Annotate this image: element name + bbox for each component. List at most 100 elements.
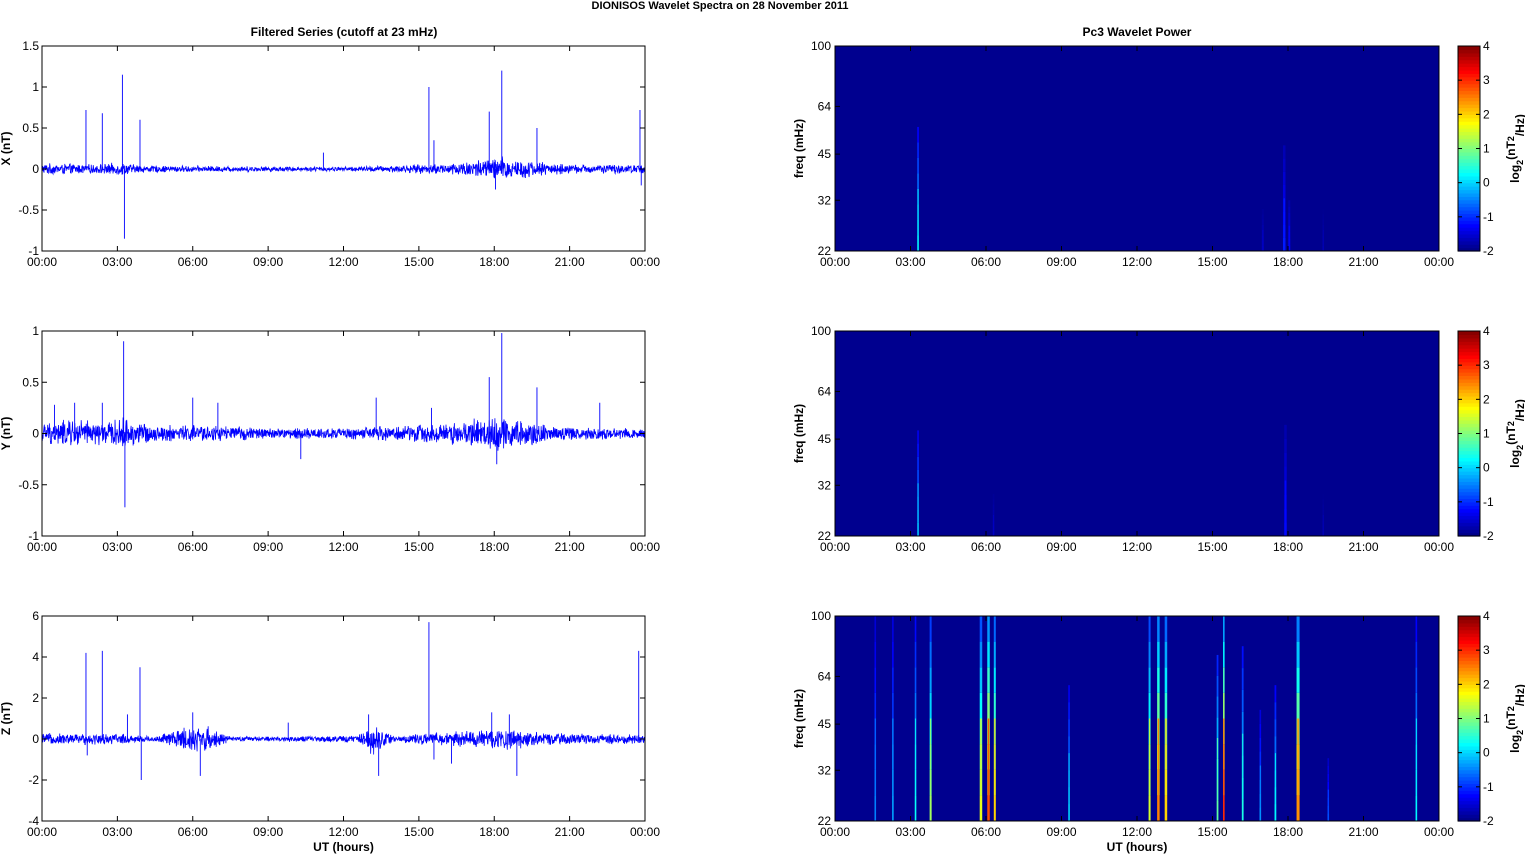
colorbar-segment (1458, 773, 1480, 778)
wavelet-burst-segment (1259, 751, 1262, 766)
wavelet-burst-segment (914, 641, 917, 668)
freq-tick-label: 32 (818, 763, 832, 777)
colorbar-tick-label: 4 (1483, 324, 1490, 338)
ytick-label: 2 (32, 691, 39, 705)
wavelet-burst-segment (914, 616, 917, 642)
colorbar-segment (1458, 491, 1480, 496)
wavelet-burst-segment (917, 443, 919, 457)
series-xtick-label: 21:00 (555, 540, 585, 554)
colorbar-segment (1458, 735, 1480, 740)
colorbar-segment (1458, 117, 1480, 122)
colorbar-segment (1458, 93, 1480, 98)
colorbar-segment (1458, 46, 1480, 51)
colorbar-segment (1458, 375, 1480, 380)
wavelet-burst-core (1165, 718, 1167, 821)
colorbar-segment (1458, 192, 1480, 197)
colorbar-segment (1458, 145, 1480, 150)
wavelet-burst-segment (1284, 452, 1287, 467)
colorbar-segment (1458, 800, 1480, 805)
colorbar-tick-label: 2 (1483, 392, 1490, 406)
wavelet-burst-segment (1282, 171, 1286, 185)
freq-tick-label: 22 (818, 244, 832, 258)
colorbar-segment (1458, 73, 1480, 78)
wavelet-xtick-label: 12:00 (1122, 255, 1152, 269)
colorbar-segment (1458, 121, 1480, 126)
wavelet-burst-segment (1148, 667, 1151, 693)
series-xtick-label: 15:00 (404, 825, 434, 839)
wavelet-burst-segment (1148, 692, 1151, 719)
colorbar-segment (1458, 626, 1480, 631)
colorbar-segment (1458, 337, 1480, 342)
wavelet-burst-segment (1148, 641, 1151, 668)
wavelet-burst-segment (917, 430, 919, 444)
colorbar-segment (1458, 728, 1480, 733)
ytick-label: -1 (28, 244, 39, 258)
series-xtick-label: 06:00 (178, 255, 208, 269)
colorbar-segment (1458, 440, 1480, 445)
colorbar-segment (1458, 69, 1480, 74)
ytick-label: 6 (32, 609, 39, 623)
colorbar-segment (1458, 83, 1480, 88)
colorbar-segment (1458, 650, 1480, 655)
colorbar-label-part: /Hz) (1513, 114, 1525, 136)
colorbar-segment (1458, 646, 1480, 651)
x-axis-label: UT (hours) (1107, 840, 1168, 854)
colorbar-segment (1458, 331, 1480, 336)
colorbar-segment (1458, 457, 1480, 462)
wavelet-xtick-label: 06:00 (971, 255, 1001, 269)
colorbar-segment (1458, 230, 1480, 235)
wavelet-burst-segment (979, 641, 983, 668)
wavelet-burst-core (1415, 718, 1417, 821)
colorbar-label-part: /Hz) (1513, 399, 1525, 421)
wavelet-burst-segment (1157, 667, 1160, 693)
wavelet-burst-segment (1327, 781, 1330, 790)
wavelet-burst-segment (1157, 616, 1160, 642)
y-axis-label: Y (nT) (0, 417, 13, 451)
series-xtick-label: 18:00 (479, 825, 509, 839)
ytick-label: 4 (32, 650, 39, 664)
colorbar-segment (1458, 783, 1480, 788)
freq-tick-label: 64 (818, 99, 832, 113)
series-xtick-label: 09:00 (253, 825, 283, 839)
wavelet-burst-segment (1259, 723, 1262, 738)
wavelet-burst-segment (1261, 214, 1264, 220)
colorbar-segment (1458, 213, 1480, 218)
wavelet-burst-segment (1284, 466, 1287, 481)
colorbar-segment (1458, 233, 1480, 238)
series-panel-x: -1 -0.5 0 0.5 1 1.5 00:00 03:00 06:00 09:00 12:00 1… (0, 39, 660, 269)
colorbar-segment (1458, 756, 1480, 761)
colorbar-segment (1458, 505, 1480, 510)
wavelet-burst-segment (987, 616, 990, 642)
wavelet-burst-segment (979, 616, 983, 642)
wavelet-burst-segment (987, 692, 990, 719)
wavelet-burst-segment (1322, 504, 1325, 510)
wavelet-burst-segment (1241, 689, 1244, 712)
ytick-label: 1.5 (22, 39, 39, 53)
wavelet-burst-segment (892, 641, 894, 668)
colorbar-segment (1458, 522, 1480, 527)
series-xtick-label: 15:00 (404, 255, 434, 269)
colorbar-segment (1458, 151, 1480, 156)
wavelet-burst-segment (1223, 667, 1225, 693)
colorbar-tick-label: 3 (1483, 73, 1490, 87)
colorbar-segment (1458, 474, 1480, 479)
ytick-label: 0 (32, 162, 39, 176)
colorbar-segment (1458, 481, 1480, 486)
wavelet-burst-segment (1322, 219, 1325, 225)
freq-tick-label: 100 (811, 609, 831, 623)
colorbar-segment (1458, 797, 1480, 802)
colorbar-tick-label: -1 (1483, 495, 1494, 509)
wavelet-burst-segment (1322, 509, 1325, 516)
spectrogram-background (835, 331, 1439, 536)
wavelet-burst-segment (929, 616, 932, 642)
colorbar-segment (1458, 56, 1480, 61)
colorbar-label: log2(nT2/Hz) (1504, 684, 1525, 753)
wavelet-burst-core (1284, 480, 1287, 536)
ytick-label: 0.5 (22, 375, 39, 389)
wavelet-burst-core (1242, 733, 1244, 821)
colorbar-label-part: (nT (1504, 426, 1518, 445)
wavelet-burst-segment (1284, 424, 1287, 439)
wavelet-burst-segment (1288, 219, 1291, 226)
ytick-label: 0.5 (22, 121, 39, 135)
